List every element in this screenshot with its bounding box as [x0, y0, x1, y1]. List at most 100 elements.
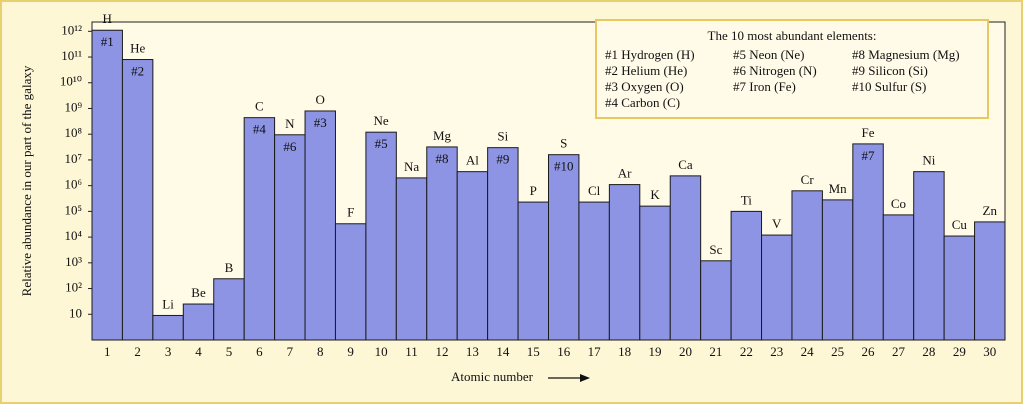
x-tick-label: 17: [588, 344, 602, 359]
element-symbol: B: [225, 260, 234, 275]
x-tick-label: 26: [862, 344, 876, 359]
x-tick-label: 16: [557, 344, 571, 359]
x-tick-label: 25: [831, 344, 844, 359]
x-tick-label: 23: [770, 344, 783, 359]
rank-label: #3: [314, 115, 327, 130]
y-tick-label: 10⁹: [64, 99, 82, 114]
rank-label: #10: [554, 159, 574, 174]
rank-label: #8: [435, 151, 448, 166]
element-symbol: H: [103, 11, 112, 26]
x-tick-label: 18: [618, 344, 631, 359]
bar: [730, 210, 763, 341]
bar: [274, 134, 306, 341]
legend-item: #10 Sulfur (S): [852, 79, 926, 94]
x-tick-label: 24: [801, 344, 815, 359]
element-symbol: Mg: [433, 128, 452, 143]
legend-item: #6 Nitrogen (N): [733, 63, 817, 78]
bar: [578, 201, 610, 341]
y-axis-label: Relative abundance in our part of the ga…: [19, 65, 34, 296]
bar: [852, 143, 884, 341]
legend-item: #4 Carbon (C): [605, 95, 680, 110]
x-tick-label: 8: [317, 344, 324, 359]
legend-item: #5 Neon (Ne): [733, 47, 804, 62]
y-tick-label: 10¹¹: [61, 48, 82, 63]
element-symbol: Al: [466, 153, 479, 168]
bar: [91, 29, 123, 341]
y-tick-label: 10¹⁰: [60, 74, 82, 89]
legend-item: #7 Iron (Fe): [733, 79, 796, 94]
legend-title: The 10 most abundant elements:: [708, 28, 877, 43]
rank-label: #1: [101, 34, 114, 49]
x-tick-label: 7: [287, 344, 294, 359]
bar: [821, 199, 854, 341]
bar: [395, 177, 428, 341]
y-tick-label: 10⁵: [64, 202, 82, 217]
element-symbol: Ni: [922, 153, 935, 168]
bar: [426, 146, 458, 341]
element-symbol: P: [530, 183, 537, 198]
element-symbol: Cu: [952, 217, 968, 232]
bar: [639, 205, 671, 341]
x-tick-label: 1: [104, 344, 111, 359]
x-tick-label: 3: [165, 344, 172, 359]
x-tick-label: 12: [435, 344, 448, 359]
x-arrow: [548, 374, 590, 382]
element-symbol: Si: [497, 129, 508, 144]
rank-label: #9: [496, 152, 509, 167]
bar: [882, 214, 915, 341]
x-tick-label: 5: [226, 344, 233, 359]
element-symbol: Cr: [801, 172, 815, 187]
bar: [213, 278, 245, 341]
legend-item: #1 Hydrogen (H): [605, 47, 695, 62]
rank-label: #7: [862, 148, 876, 163]
x-tick-label: 6: [256, 344, 263, 359]
bar: [152, 314, 184, 341]
bar: [669, 175, 702, 341]
y-tick-label: 10⁷: [64, 151, 82, 166]
bar: [791, 190, 823, 341]
legend-item: #8 Magnesium (Mg): [852, 47, 960, 62]
element-symbol: Na: [404, 159, 419, 174]
element-symbol: Zn: [983, 203, 998, 218]
bar: [548, 154, 580, 341]
element-symbol: O: [316, 92, 325, 107]
bar: [121, 59, 154, 341]
element-symbol: C: [255, 99, 264, 114]
x-tick-label: 4: [195, 344, 202, 359]
element-symbol: Sc: [709, 242, 722, 257]
rank-label: #6: [283, 139, 297, 154]
y-tick-label: 10⁶: [64, 177, 82, 192]
element-symbol: Ca: [678, 157, 693, 172]
y-tick-label: 10³: [65, 254, 82, 269]
x-tick-label: 9: [347, 344, 354, 359]
element-symbol: N: [285, 116, 295, 131]
element-symbol: F: [347, 205, 354, 220]
bar: [943, 235, 976, 341]
element-symbol: He: [130, 41, 145, 56]
rank-label: #4: [253, 122, 267, 137]
bar: [761, 234, 793, 341]
x-tick-label: 21: [709, 344, 722, 359]
bar: [913, 171, 945, 341]
x-tick-label: 10: [375, 344, 388, 359]
element-symbol: K: [650, 187, 660, 202]
x-tick-label: 27: [892, 344, 906, 359]
element-symbol: Ar: [618, 166, 632, 181]
y-tick-label: 10⁴: [64, 228, 82, 243]
x-tick-label: 15: [527, 344, 540, 359]
rank-label: #5: [375, 136, 388, 151]
element-symbol: Li: [162, 296, 174, 311]
x-tick-label: 19: [649, 344, 662, 359]
element-symbol: Be: [191, 285, 206, 300]
x-tick-label: 11: [405, 344, 418, 359]
bar: [334, 223, 367, 341]
element-symbol: V: [772, 216, 782, 231]
x-tick-label: 13: [466, 344, 479, 359]
y-tick-label: 10: [69, 305, 82, 320]
legend-item: #3 Oxygen (O): [605, 79, 684, 94]
element-symbol: Cl: [588, 183, 601, 198]
y-tick-label: 10²: [65, 280, 82, 295]
y-tick-label: 10⁸: [64, 125, 82, 140]
element-symbol: Ti: [741, 192, 752, 207]
